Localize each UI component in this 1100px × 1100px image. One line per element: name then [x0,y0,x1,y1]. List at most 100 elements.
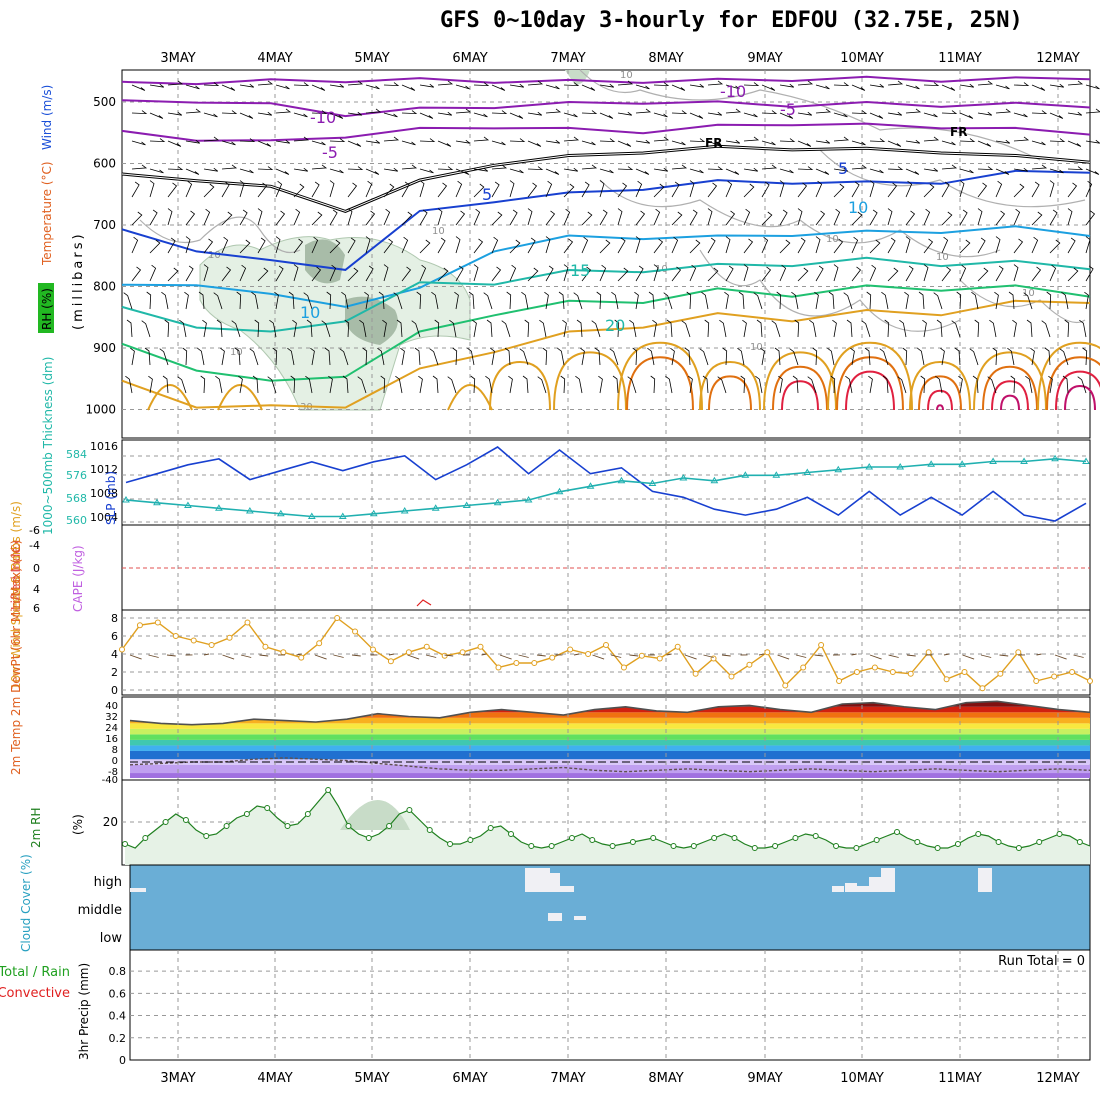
wind-speed-point [764,649,771,656]
wind-barb [905,84,920,90]
wind-barb [1025,375,1033,394]
wind-barb [347,208,353,226]
wind-barb [995,180,1003,198]
wind-barb [509,83,525,88]
wind-speed-point [782,682,789,689]
wind-barb [846,319,853,338]
rh-point [772,843,779,849]
wind-barb [563,167,579,172]
wind-barb [634,291,639,310]
wind-barb [159,348,169,366]
isotherm-line [121,299,1091,409]
wind-barb [761,84,776,91]
wind-barb [509,168,524,174]
y-tick-label: 0 [33,562,40,575]
wind-barb [779,209,788,226]
wind-barb [575,375,583,394]
cloud-axis-label: Cloud Cover (%) [19,854,33,952]
wind-barb [653,264,659,282]
wind-speed-point [567,646,574,653]
wind-barb [725,180,733,198]
temp-band [130,728,1090,735]
wind-barb [627,376,637,394]
y-tick-label: 584 [66,448,87,461]
wind-barb [1031,140,1046,146]
wind-barb-10m [148,654,159,658]
wind-barb [486,319,493,338]
wind-barb-10m [684,654,697,660]
wind-barb [383,208,391,226]
wind-barb [935,375,943,394]
wind-barb [599,83,615,88]
wind-barb [527,237,536,254]
y-tick-label: 32 [105,712,118,723]
wind-barb [995,210,1006,226]
wind-speed-point [692,670,699,677]
wind-barb [887,140,902,147]
wind-barb-10m [906,654,916,657]
wind-barb [743,238,754,254]
wind-barb-10m [240,654,252,658]
wind-barb [221,84,236,91]
wind-barb [447,376,457,394]
wind-barb [617,80,634,86]
wind-barb [326,291,332,310]
isotherm-line [121,169,1091,271]
rh-point [243,811,250,817]
wind-barb [401,181,410,198]
wind-barb [576,319,583,338]
wind-barb [977,182,988,198]
wind-barb [509,264,517,282]
wind-barb [1026,319,1033,338]
wind-barb [598,375,603,394]
wind-barb [545,139,561,144]
wind-speed-point [334,615,341,621]
temp-band [130,739,1090,746]
wind-barb [455,265,464,282]
wind-barb [359,319,367,338]
wind-barb [828,291,835,310]
wind-barb [329,112,344,119]
wind-barb [923,208,931,226]
wind-barb [861,320,871,338]
panel-frame [129,949,1091,1061]
wind-barb [923,238,934,254]
wind-barb [779,112,794,119]
wind-barb [257,111,273,116]
wind-barb [941,84,956,91]
warm-contour [1064,384,1096,411]
wind-barb [704,319,710,338]
wind-barb [743,112,758,118]
wind-barb-10m [499,654,512,660]
wind-barb [815,84,830,90]
wind-barb [401,110,418,115]
wind-barb [815,139,831,144]
wind-barb [977,80,994,86]
wind-barb [887,80,904,86]
wind-barb [257,166,274,171]
warm-contour [489,360,551,411]
date-tick-label: 10MAY [840,1071,884,1086]
rh-point [751,845,758,851]
y-tick-label: 700 [93,218,116,232]
wind-barb [221,266,232,282]
cloud-level-label: low [100,931,123,946]
wind-barb [707,237,716,254]
wind-barb [558,291,565,310]
wind-barb [851,84,866,91]
wind-barb [581,181,590,198]
wind-barb [1077,376,1087,394]
wind-barb [941,181,950,198]
wind-speed-point [871,664,878,671]
wind-barb-10m [1073,654,1084,658]
date-tick-label: 7MAY [550,51,585,66]
isotherm-label: FR [705,136,722,150]
cloud-bar [525,868,550,892]
wind-barb [884,319,890,338]
wind-speed-point [907,670,914,677]
y-tick-label: -6 [29,524,40,537]
wind-barb [437,182,448,198]
wind-barb [851,181,860,198]
wind-barb [797,182,808,198]
wind-barb [126,319,133,338]
